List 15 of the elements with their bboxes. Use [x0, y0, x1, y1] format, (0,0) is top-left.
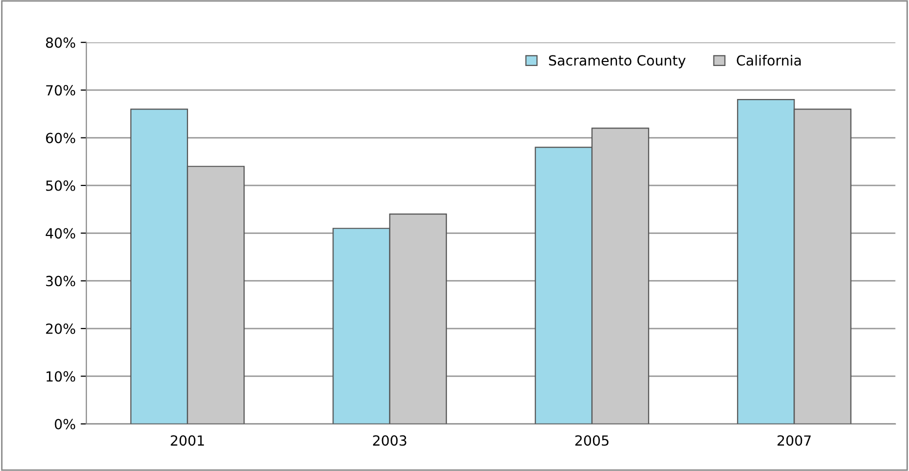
x-tick-label: 2005 [575, 435, 608, 446]
y-tick-label: 80% [46, 37, 76, 48]
x-tick-label: 2003 [373, 435, 406, 446]
legend-label: California [736, 54, 801, 66]
y-tick-label: 30% [46, 276, 76, 286]
y-tick-label: 50% [46, 180, 76, 191]
legend-label: Sacramento County [549, 55, 686, 68]
y-tick-label: 10% [46, 371, 76, 382]
y-tick-label: 70% [46, 85, 76, 96]
x-tick-label: 2007 [778, 435, 811, 446]
y-tick-label: 60% [46, 132, 76, 144]
y-tick-label: 20% [46, 323, 76, 334]
y-tick-label: 40% [46, 228, 76, 239]
x-tick-label: 2001 [170, 435, 204, 446]
y-tick-label: 0% [54, 418, 76, 430]
